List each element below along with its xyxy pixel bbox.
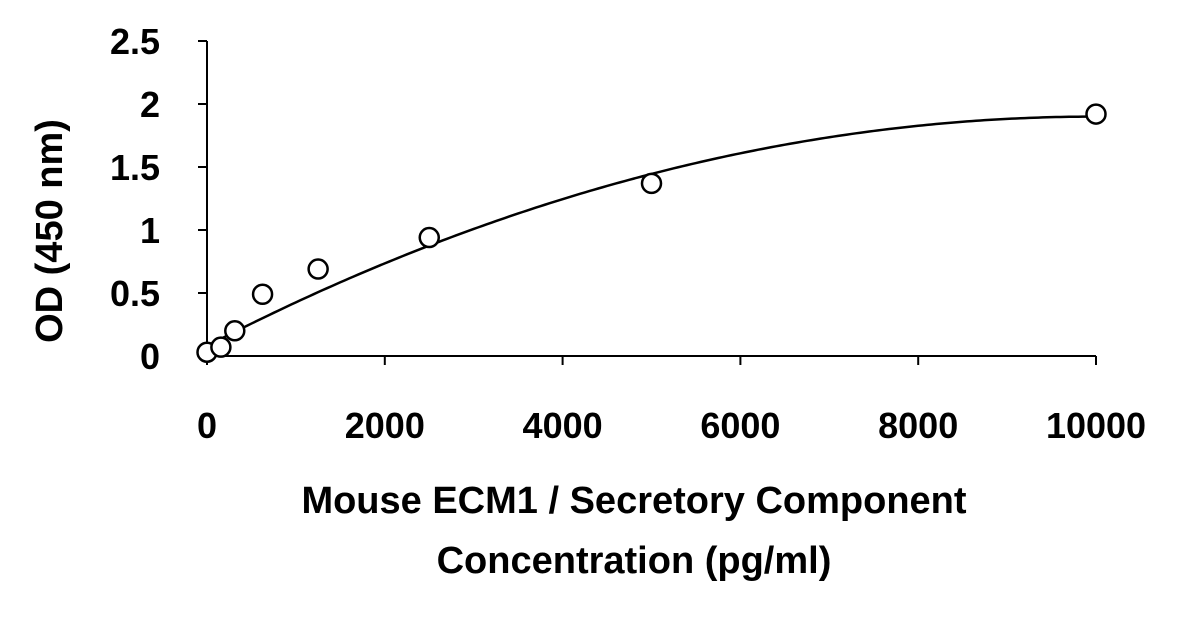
x-axis-label: Mouse ECM1 / Secretory Component: [301, 480, 966, 522]
x-tick-label: 8000: [878, 405, 958, 446]
y-tick-label: 1: [140, 210, 160, 251]
data-points: [196, 103, 1107, 363]
y-tick-label: 2: [140, 84, 160, 125]
data-point: [307, 258, 329, 280]
data-point: [210, 336, 232, 358]
y-axis-label: OD (450 nm): [29, 119, 71, 343]
x-tick-label: 2000: [345, 405, 425, 446]
axis-labels: Mouse ECM1 / Secretory Component Concentr…: [29, 119, 967, 582]
x-tick-label: 0: [197, 405, 217, 446]
data-point: [251, 283, 274, 306]
data-point: [640, 172, 663, 195]
data-point: [418, 226, 440, 249]
x-axis-label-line-2: Concentration (pg/ml): [437, 540, 832, 582]
fit-curve: [206, 115, 1097, 348]
x-tick-label: 6000: [700, 405, 780, 446]
y-tick-label: 1.5: [110, 147, 160, 188]
y-tick-label: 0: [140, 336, 160, 377]
data-point: [224, 320, 246, 342]
y-tick-label: 0.5: [110, 273, 160, 314]
tick-labels: 0 0.5 1 1.5 2 2.5 0 2000 4000 6000 8000 10000: [110, 21, 1146, 446]
y-tick-label: 2.5: [110, 21, 160, 62]
fit-curve-layer: [206, 115, 1097, 348]
x-tick-label: 10000: [1046, 405, 1146, 446]
data-point: [1085, 103, 1107, 125]
axes: [198, 40, 1097, 365]
x-tick-label: 4000: [523, 405, 603, 446]
